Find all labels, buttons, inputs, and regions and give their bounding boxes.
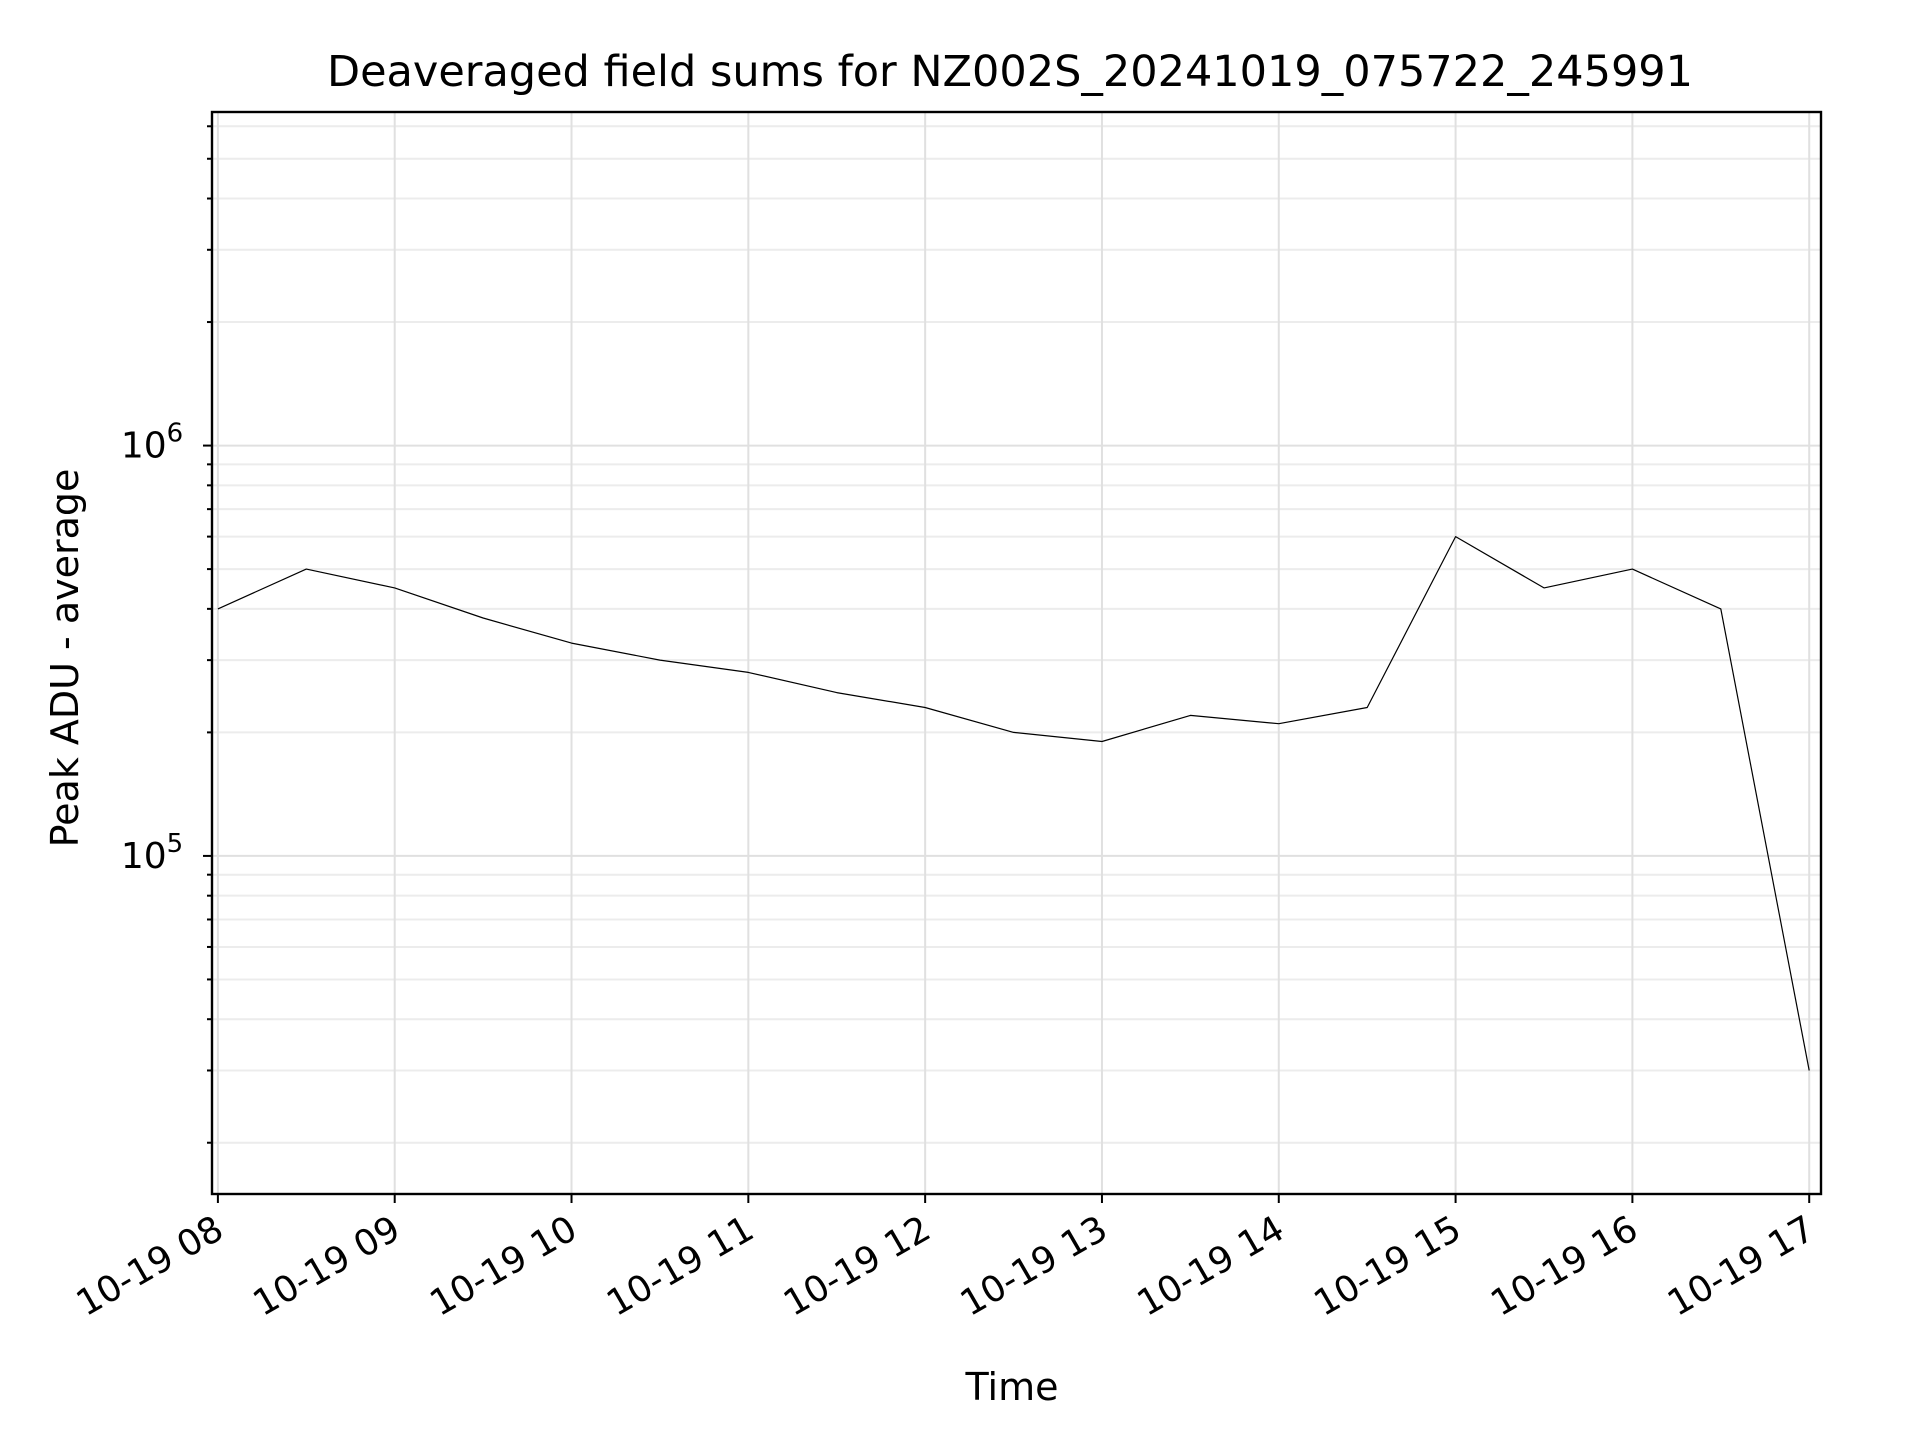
y-axis-label: Peak ADU - average: [43, 469, 87, 848]
series-line: [217, 535, 1810, 1071]
y-tick-label: 106: [121, 419, 183, 467]
series-layer: [217, 535, 1810, 1071]
chart-title: Deaveraged field sums for NZ002S_2024101…: [327, 47, 1693, 97]
x-axis-label: Time: [965, 1365, 1059, 1409]
y-tick-label: 105: [121, 829, 183, 877]
grid: [212, 112, 1821, 1194]
plot-frame: [210, 110, 1823, 1196]
